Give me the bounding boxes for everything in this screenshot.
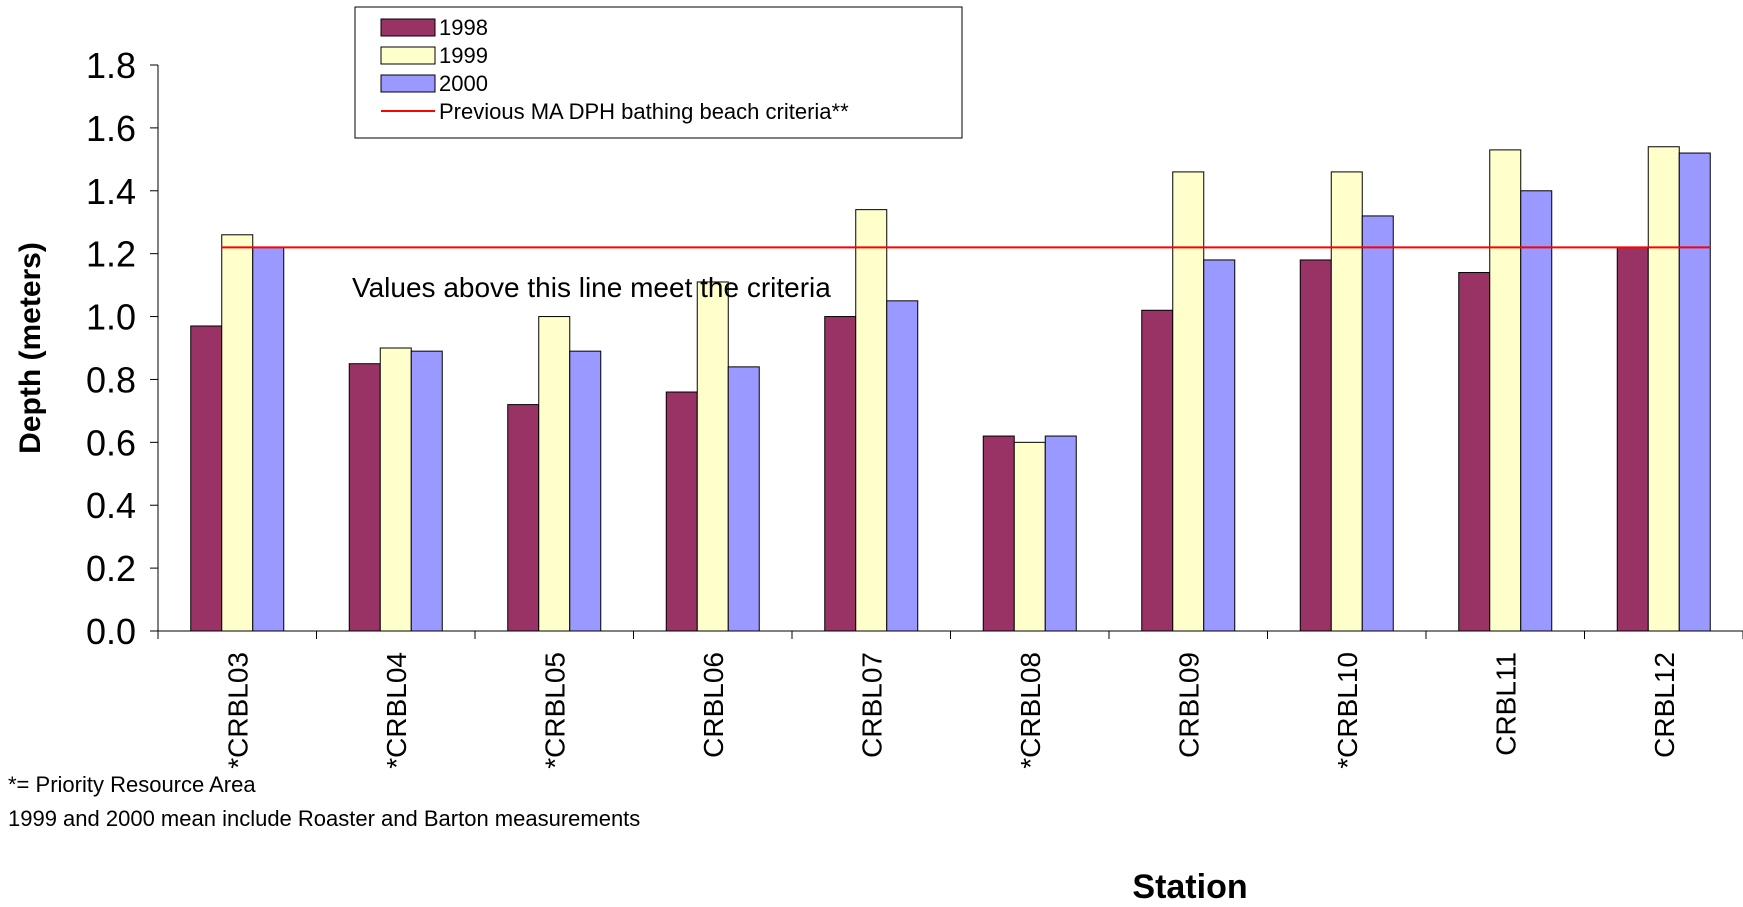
bar-1998 xyxy=(1616,246,1649,632)
bar-2000 xyxy=(1361,215,1394,632)
y-tick-label: 1.4 xyxy=(86,171,136,212)
bar-1998 xyxy=(348,363,381,632)
legend-box xyxy=(354,6,963,139)
bar-2000 xyxy=(886,300,919,632)
bar-1998 xyxy=(824,316,857,632)
bar-2000 xyxy=(1044,435,1077,632)
bar-1998 xyxy=(1141,309,1174,632)
bar-1999 xyxy=(855,209,888,632)
y-axis-label: Depth (meters) xyxy=(14,242,47,454)
legend-swatch-2000 xyxy=(380,74,436,93)
x-category-label: *CRBL10 xyxy=(1332,652,1363,769)
footnote-priority: *= Priority Resource Area xyxy=(8,772,256,797)
x-category-label: CRBL09 xyxy=(1173,652,1204,758)
bar-1998 xyxy=(982,435,1015,632)
x-category-label: *CRBL08 xyxy=(1015,652,1046,769)
bar-1999 xyxy=(1013,441,1046,632)
bar-1999 xyxy=(1172,171,1205,632)
bar-2000 xyxy=(569,350,602,632)
bar-2000 xyxy=(1678,152,1711,632)
bar-1999 xyxy=(1647,146,1680,632)
legend-swatch-1998 xyxy=(380,18,436,37)
legend-label-2000: 2000 xyxy=(439,71,488,96)
bar-2000 xyxy=(410,350,443,632)
bar-1999 xyxy=(696,281,729,632)
bar-2000 xyxy=(1203,259,1236,632)
legend-label-criteria: Previous MA DPH bathing beach criteria** xyxy=(439,99,849,124)
criteria-annotation: Values above this line meet the criteria xyxy=(352,272,831,303)
bar-1998 xyxy=(1299,259,1332,632)
legend-label-1998: 1998 xyxy=(439,15,488,40)
legend-swatch-1999 xyxy=(380,46,436,65)
bar-1999 xyxy=(538,316,571,632)
bar-1999 xyxy=(221,234,254,632)
bar-1998 xyxy=(507,404,540,632)
y-tick-label: 1.2 xyxy=(86,234,136,275)
y-tick-label: 1.8 xyxy=(86,45,136,86)
x-category-label: *CRBL05 xyxy=(539,652,570,769)
x-category-label: CRBL07 xyxy=(856,652,887,758)
y-tick-label: 0.2 xyxy=(86,548,136,589)
bar-2000 xyxy=(252,246,285,632)
x-category-label: CRBL11 xyxy=(1490,652,1521,756)
y-tick-label: 0.8 xyxy=(86,359,136,400)
x-category-label: *CRBL04 xyxy=(381,652,412,769)
y-tick-label: 0.6 xyxy=(86,422,136,463)
y-tick-label: 1.0 xyxy=(86,297,136,338)
y-tick-label: 0.4 xyxy=(86,485,136,526)
bar-1999 xyxy=(1489,149,1522,632)
bar-1998 xyxy=(1458,272,1491,632)
bar-1998 xyxy=(665,391,698,632)
bar-1999 xyxy=(379,347,412,632)
bar-1998 xyxy=(190,325,223,632)
x-category-label: CRBL12 xyxy=(1649,652,1680,758)
bar-1999 xyxy=(1330,171,1363,632)
x-category-label: CRBL06 xyxy=(698,652,729,758)
y-tick-label: 0.0 xyxy=(86,611,136,652)
bar-2000 xyxy=(1520,190,1553,632)
footnote-mean: 1999 and 2000 mean include Roaster and B… xyxy=(8,806,641,831)
legend-label-1999: 1999 xyxy=(439,43,488,68)
x-category-label: *CRBL03 xyxy=(222,652,253,769)
x-axis-label: Station xyxy=(1132,868,1247,906)
y-tick-label: 1.6 xyxy=(86,108,136,149)
bar-2000 xyxy=(727,366,760,632)
